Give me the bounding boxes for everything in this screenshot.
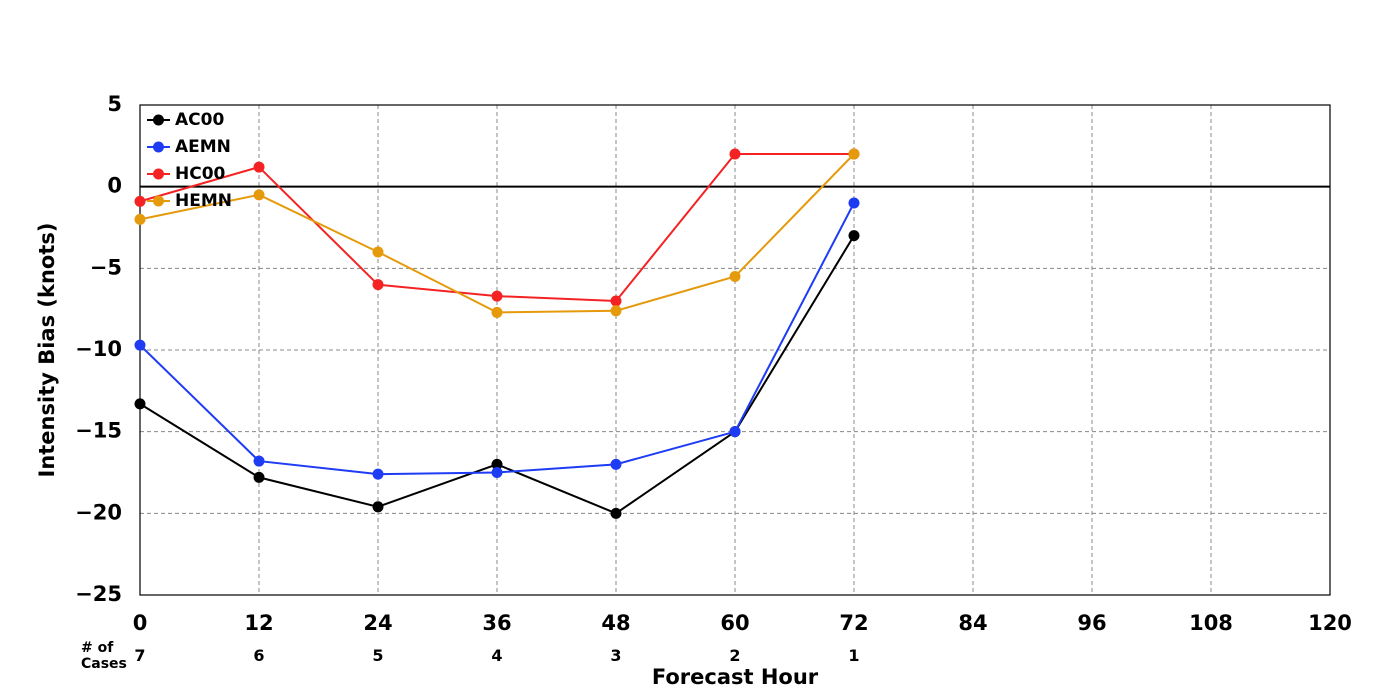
data-point: [134, 398, 146, 410]
case-count: 1: [848, 646, 859, 665]
data-point: [491, 458, 503, 470]
data-point: [134, 195, 146, 207]
x-tick-label: 84: [958, 611, 987, 635]
x-tick-label: 60: [720, 611, 749, 635]
x-tick-label: 24: [363, 611, 392, 635]
cases-row: # of Cases 7 6 5 4 3 2 1: [81, 640, 860, 672]
data-point: [491, 467, 503, 478]
y-axis-label: Intensity Bias (knots): [35, 223, 59, 478]
data-point: [253, 471, 265, 483]
legend-label: AEMN: [175, 137, 231, 157]
data-point: [491, 290, 503, 302]
data-point: [610, 458, 622, 470]
x-tick-labels: 0 12 24 36 48 60 72 84 96 108 120: [133, 611, 1352, 635]
series-hemn: [134, 148, 860, 318]
y-tick-label: 5: [107, 92, 122, 116]
series-hc00: [134, 148, 860, 307]
case-count: 5: [372, 646, 383, 665]
legend-marker: [153, 141, 164, 153]
case-count: 4: [491, 646, 502, 665]
data-point: [253, 161, 265, 173]
y-tick-label: −10: [75, 337, 122, 361]
legend-item: AC00: [147, 110, 224, 130]
y-tick-label: −15: [75, 419, 122, 443]
data-point: [134, 339, 146, 351]
y-tick-label: −5: [90, 255, 122, 279]
legend-label: AC00: [175, 110, 224, 130]
legend: AC00 AEMN HC00 HEMN: [147, 110, 232, 211]
grid-layer: [140, 105, 1330, 595]
data-point: [253, 189, 265, 201]
data-point: [610, 507, 622, 519]
cases-label-line2: Cases: [81, 656, 127, 672]
case-count: 2: [729, 646, 740, 665]
data-point: [729, 271, 741, 282]
data-point: [610, 295, 622, 307]
y-tick-label: −20: [75, 500, 122, 524]
x-tick-label: 72: [839, 611, 868, 635]
data-point: [729, 426, 741, 438]
x-tick-label: 0: [133, 611, 148, 635]
x-tick-label: 108: [1189, 611, 1233, 635]
legend-marker: [153, 168, 164, 180]
data-point: [848, 148, 860, 160]
case-count: 3: [610, 646, 621, 665]
y-tick-label: −25: [75, 582, 122, 606]
legend-marker: [153, 195, 164, 207]
data-point: [848, 230, 860, 242]
data-point: [253, 455, 265, 467]
legend-item: AEMN: [147, 137, 231, 157]
data-point: [729, 148, 741, 160]
data-point: [372, 279, 384, 291]
case-count: 7: [134, 646, 145, 665]
legend-label: HEMN: [175, 191, 232, 211]
data-point: [610, 305, 622, 317]
data-point: [848, 197, 860, 209]
cases-label-line1: # of: [81, 640, 114, 656]
case-count: 6: [253, 646, 264, 665]
legend-item: HC00: [147, 164, 226, 184]
data-point: [372, 468, 384, 480]
x-tick-label: 96: [1077, 611, 1106, 635]
y-tick-labels: 5 0 −5 −10 −15 −20 −25: [75, 92, 122, 606]
legend-label: HC00: [175, 164, 226, 184]
x-tick-label: 36: [482, 611, 511, 635]
data-point: [134, 213, 146, 225]
x-tick-label: 48: [601, 611, 630, 635]
legend-item: HEMN: [147, 191, 232, 211]
series-aemn: [134, 197, 860, 480]
x-tick-label: 120: [1308, 611, 1352, 635]
data-point: [372, 246, 384, 258]
legend-marker: [153, 114, 164, 126]
x-axis-label: Forecast Hour: [652, 665, 819, 689]
x-tick-label: 12: [244, 611, 273, 635]
y-tick-label: 0: [107, 174, 122, 198]
data-point: [372, 501, 384, 513]
series-layer: [134, 148, 860, 519]
data-point: [491, 306, 503, 318]
